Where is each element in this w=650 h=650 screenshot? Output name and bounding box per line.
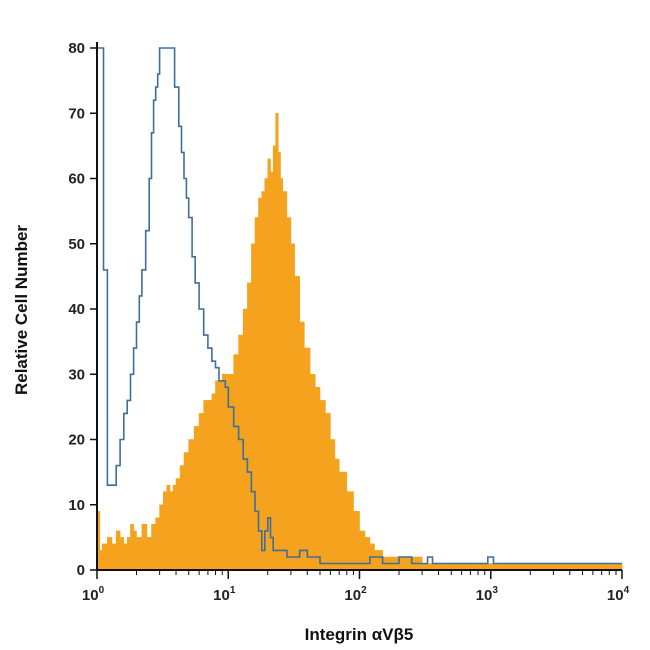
y-tick-label: 10 (68, 497, 85, 514)
y-tick-label: 20 (68, 432, 85, 449)
x-tick-label: 102 (344, 585, 367, 604)
y-tick-label: 80 (68, 40, 85, 57)
x-tick-label: 100 (82, 585, 105, 604)
y-axis: 0 10 20 30 40 50 60 70 80 (68, 40, 98, 579)
x-tick-label: 103 (476, 585, 499, 604)
x-axis-title: Integrin αVβ5 (305, 625, 414, 644)
y-tick-label: 0 (77, 562, 85, 579)
x-tick-label: 101 (213, 585, 236, 604)
y-axis-title: Relative Cell Number (12, 225, 31, 395)
x-tick-label: 104 (607, 585, 630, 604)
x-axis: 100 101 102 103 104 (82, 569, 630, 604)
y-tick-label: 40 (68, 301, 85, 318)
y-tick-label: 60 (68, 171, 85, 188)
control-histogram-line (97, 47, 622, 565)
y-tick-label: 50 (68, 236, 85, 253)
plot-area (96, 47, 623, 571)
y-tick-label: 30 (68, 366, 85, 383)
sample-histogram-fill (96, 113, 623, 571)
y-tick-label: 70 (68, 105, 85, 122)
